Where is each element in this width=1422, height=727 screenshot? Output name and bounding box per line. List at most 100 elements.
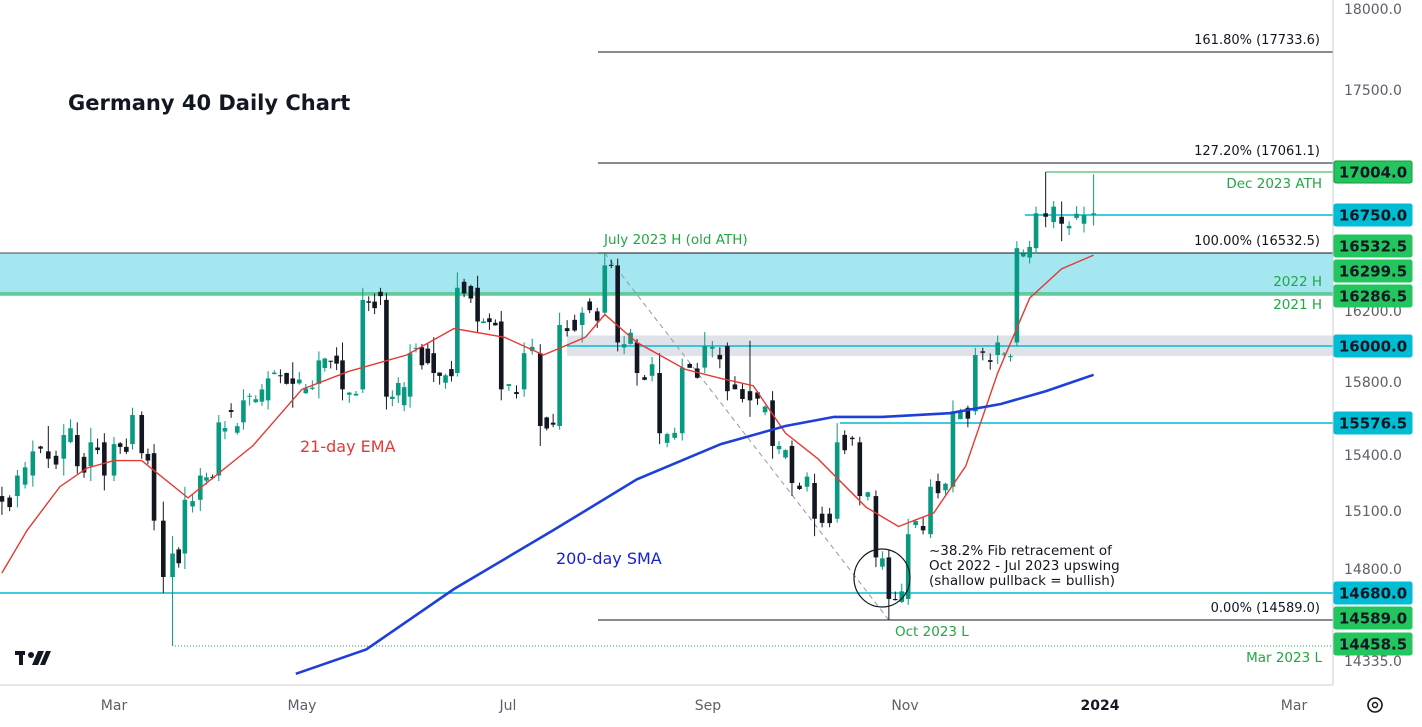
price-tag-label: 16286.5: [1339, 288, 1407, 306]
candle-body: [834, 442, 840, 519]
candlestick-series: [0, 172, 1096, 647]
candle-body: [621, 344, 627, 348]
candle-body: [920, 525, 926, 531]
candle-body: [407, 353, 413, 397]
candle-body: [628, 332, 633, 344]
candle-body: [117, 443, 123, 447]
candle-body: [390, 396, 395, 399]
candle-body: [176, 549, 182, 564]
time-axis[interactable]: Mar May Jul Sep Nov 2024 Mar: [101, 698, 1308, 714]
candle-body: [204, 477, 209, 481]
candle-body: [346, 392, 352, 395]
candle-body: [950, 411, 956, 487]
candle-body: [732, 384, 738, 390]
ema-label: 21-day EMA: [300, 437, 396, 456]
candle-body: [1043, 213, 1048, 217]
candle-body: [102, 442, 107, 476]
price-tag-label: 14458.5: [1339, 636, 1407, 654]
price-tick-label: 15100.0: [1344, 504, 1402, 520]
candle-body: [38, 446, 43, 449]
candle-body: [804, 476, 810, 487]
candle-body: [303, 388, 309, 394]
candle-body: [15, 475, 20, 497]
candle-body: [124, 446, 129, 452]
moving-averages: [1, 254, 1095, 676]
fib-label: 100.00% (16532.5): [1194, 234, 1320, 249]
price-tag-label: 16532.5: [1339, 238, 1407, 256]
candle-body: [965, 407, 971, 419]
price-tag: [1333, 234, 1413, 258]
candle-body: [271, 372, 277, 375]
candle-body: [378, 291, 383, 297]
candle-body: [1091, 213, 1096, 215]
candle-body: [995, 342, 1001, 355]
candle-body: [657, 373, 662, 434]
fib-label: 0.00% (14589.0): [1211, 601, 1320, 616]
price-axis[interactable]: 18000.0 17500.0 16200.0 15800.0 15400.0 15100…: [1344, 2, 1402, 670]
candle-body: [437, 372, 442, 376]
label-march-low: Mar 2023 L: [1246, 650, 1322, 666]
candle-body: [935, 481, 941, 494]
price-tag-label: 14589.0: [1339, 610, 1407, 628]
candle-body: [579, 312, 585, 325]
candle-body: [506, 384, 512, 386]
gear-icon[interactable]: [1367, 697, 1383, 713]
candle-body: [725, 346, 730, 392]
price-tag-label: 17004.0: [1339, 164, 1407, 182]
price-tag: [1333, 284, 1413, 308]
candle-body: [161, 520, 166, 577]
price-tick-label: 18000.0: [1344, 2, 1402, 18]
candle-body: [81, 456, 87, 473]
candle-body: [602, 265, 608, 313]
candle-body: [608, 264, 614, 266]
tradingview-logo[interactable]: [15, 651, 51, 665]
candle-body: [812, 483, 817, 519]
candle-body: [22, 467, 28, 485]
candle-body: [481, 321, 486, 324]
candle-body: [1020, 253, 1026, 257]
candle-body: [987, 360, 993, 362]
candle-body: [247, 395, 252, 397]
candle-body: [290, 378, 296, 384]
price-tick-label: 14335.0: [1344, 654, 1402, 670]
candle-body: [111, 444, 117, 476]
candle-body: [395, 382, 401, 396]
candle-body: [340, 360, 345, 390]
label-dec-ath: Dec 2023 ATH: [1226, 176, 1322, 192]
horizontal-levels: [0, 51, 1333, 647]
candle-body: [1059, 216, 1064, 224]
candle-body: [980, 351, 986, 353]
candle-body: [419, 347, 425, 366]
time-tick-label: May: [288, 698, 317, 714]
candle-body: [353, 393, 359, 396]
annotation-line-1: ~38.2% Fib retracement of: [929, 543, 1113, 559]
label-2022-high: 2022 H: [1273, 274, 1322, 290]
candle-body: [7, 497, 12, 508]
candle-body: [1051, 206, 1056, 223]
candle-body: [0, 496, 5, 502]
candle-body: [717, 354, 723, 360]
price-tag: [1333, 606, 1413, 630]
resistance-zone: [0, 253, 1333, 295]
candle-body: [755, 392, 760, 399]
candle-body: [130, 415, 135, 445]
candle-body: [849, 437, 855, 440]
candle-body: [425, 348, 431, 364]
candle-body: [783, 450, 788, 458]
candle-body: [710, 346, 715, 349]
candle-body: [550, 422, 556, 425]
candle-body: [880, 558, 885, 567]
candle-body: [537, 353, 543, 426]
candle-body: [366, 301, 371, 303]
candle-body: [747, 391, 753, 401]
candle-body: [679, 367, 685, 434]
candle-body: [139, 415, 145, 454]
candle-body: [819, 513, 825, 523]
price-tag-label: 16750.0: [1339, 207, 1407, 225]
fib-label: 127.20% (17061.1): [1194, 144, 1320, 159]
candle-body: [46, 451, 51, 459]
candle-body: [372, 301, 377, 309]
candle-body: [572, 319, 577, 331]
